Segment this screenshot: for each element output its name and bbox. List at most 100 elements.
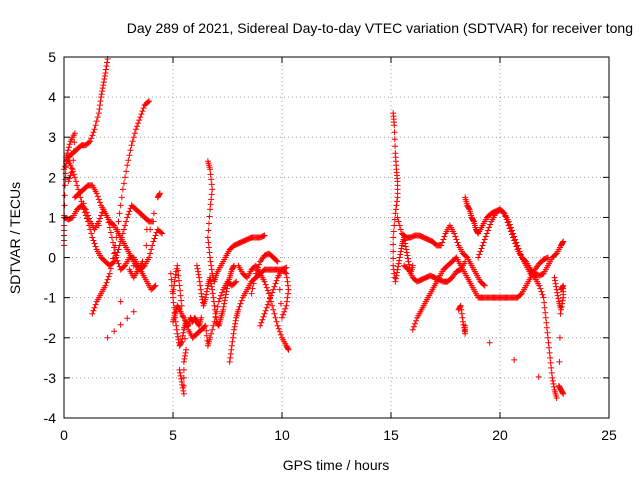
data-point-track-d xyxy=(125,211,132,218)
data-point-track-n xyxy=(284,290,291,297)
data-point-track-d xyxy=(80,206,87,213)
data-point-track-t xyxy=(479,242,486,249)
data-point-track-a xyxy=(101,73,108,80)
data-point-track-g xyxy=(180,329,187,336)
data-point-track-s xyxy=(537,285,544,292)
data-point-track-f xyxy=(156,190,163,197)
data-point-track-e xyxy=(113,234,120,241)
data-point-track-k xyxy=(202,294,209,301)
data-point-track-e xyxy=(139,108,146,115)
data-point-track-q xyxy=(409,326,416,333)
data-point-track-f xyxy=(65,144,72,151)
data-point-track-n xyxy=(265,298,272,305)
data-point-track-n xyxy=(271,283,278,290)
data-point-track-e xyxy=(90,307,97,314)
data-point-track-j xyxy=(207,206,214,213)
data-point-track-e xyxy=(119,186,126,193)
data-point-track-k xyxy=(209,290,216,297)
y-tick-label: 4 xyxy=(48,89,56,105)
data-point-track-i xyxy=(178,302,185,309)
data-point-track-i xyxy=(180,358,187,365)
data-point-track-u xyxy=(461,327,468,334)
data-point-track-b xyxy=(120,263,127,270)
data-point-track-o xyxy=(402,243,409,250)
data-point-track-l xyxy=(231,323,238,330)
data-point-track-l xyxy=(227,350,234,357)
data-point-track-o xyxy=(394,266,401,273)
data-point-track-u xyxy=(511,356,518,363)
data-point-track-m xyxy=(270,306,277,313)
data-point-track-s xyxy=(542,314,549,321)
data-point-track-c xyxy=(94,193,101,200)
data-point-track-u xyxy=(459,314,466,321)
data-point-track-k xyxy=(208,283,215,290)
data-point-track-i xyxy=(179,313,186,320)
data-point-track-s xyxy=(538,288,545,295)
data-point-track-p xyxy=(481,282,488,289)
data-point-track-n xyxy=(257,322,264,329)
data-point-track-a xyxy=(104,59,111,66)
data-point-track-d xyxy=(92,243,99,250)
data-point-track-a xyxy=(93,118,100,125)
data-point-track-j xyxy=(204,234,211,241)
data-point-track-s xyxy=(548,369,555,376)
data-point-track-d xyxy=(77,194,84,201)
data-point-track-a xyxy=(98,94,105,101)
data-point-track-i xyxy=(181,352,188,359)
data-point-track-a xyxy=(89,132,96,139)
data-point-track-i xyxy=(174,262,181,269)
data-point-track-a xyxy=(101,76,108,83)
data-point-track-i xyxy=(177,369,184,376)
data-point-track-j xyxy=(207,201,214,208)
data-point-track-c xyxy=(150,238,157,245)
data-point-track-d xyxy=(67,162,74,169)
data-point-track-s xyxy=(540,294,547,301)
data-point-track-h xyxy=(233,278,240,285)
data-point-track-d xyxy=(117,238,124,245)
data-point-track-k xyxy=(195,268,202,275)
data-point-track-m xyxy=(284,345,291,352)
data-point-track-o xyxy=(397,248,404,255)
data-point-track-s xyxy=(543,324,550,331)
data-point-track-o xyxy=(390,241,397,248)
data-point-track-f xyxy=(66,141,73,148)
data-point-track-a xyxy=(96,102,103,109)
data-point-track-d xyxy=(91,240,98,247)
data-points xyxy=(61,56,567,401)
data-point-track-m xyxy=(262,281,269,288)
axis-ticks xyxy=(63,56,610,419)
data-point-track-a xyxy=(92,122,99,129)
data-point-track-f xyxy=(130,308,137,315)
data-point-track-g xyxy=(198,314,205,321)
data-point-track-f xyxy=(70,148,77,155)
data-point-track-h xyxy=(209,326,216,333)
data-point-track-h xyxy=(210,322,217,329)
data-point-track-f xyxy=(111,328,118,335)
data-point-track-g xyxy=(179,332,186,339)
data-point-track-c xyxy=(152,232,159,239)
data-point-track-i xyxy=(175,277,182,284)
data-point-track-d xyxy=(84,218,91,225)
data-point-track-i xyxy=(171,278,178,285)
data-point-track-i xyxy=(183,346,190,353)
data-point-track-o xyxy=(409,262,416,269)
data-point-track-f xyxy=(64,150,71,157)
data-point-track-e xyxy=(138,111,145,118)
data-point-track-o xyxy=(393,198,400,205)
data-point-track-n xyxy=(262,307,269,314)
data-point-track-b xyxy=(110,239,117,246)
data-point-track-n xyxy=(279,314,285,321)
data-point-track-f xyxy=(67,172,74,179)
x-axis-label: GPS time / hours xyxy=(283,457,390,473)
data-point-track-s xyxy=(547,354,554,361)
data-point-track-m xyxy=(264,287,271,294)
data-point-track-k xyxy=(221,297,228,304)
data-point-track-k xyxy=(208,280,215,287)
data-point-track-a xyxy=(100,79,107,86)
data-point-track-p xyxy=(452,233,459,240)
data-point-track-k xyxy=(220,306,227,313)
data-point-track-t xyxy=(506,225,513,232)
data-point-track-d xyxy=(119,230,126,237)
data-point-track-u xyxy=(462,330,469,337)
